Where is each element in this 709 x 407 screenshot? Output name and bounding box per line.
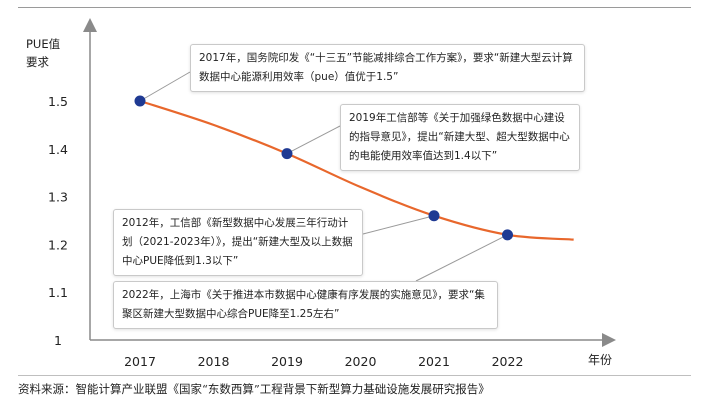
- y-axis-arrow: [83, 18, 97, 32]
- y-axis-label: PUE值要求: [26, 37, 61, 69]
- x-axis-label: 年份: [588, 353, 612, 367]
- connector-line: [415, 234, 508, 282]
- callout-2019: 2019年工信部等《关于加强绿色数据中心建设的指导意见》，提出“新建大型、超大型…: [340, 104, 580, 171]
- axes: [83, 18, 616, 347]
- x-tick-label: 2018: [198, 354, 230, 369]
- y-tick-label: 1.5: [48, 94, 68, 109]
- connector-line: [362, 215, 435, 235]
- y-tick-labels: 1 1.1 1.2 1.3 1.4 1.5: [48, 94, 68, 348]
- callout-2022: 2022年，上海市《关于推进本市数据中心健康有序发展的实施意见》，要求“集聚区新…: [113, 281, 498, 329]
- callout-2017: 2017年，国务院印发《“十三五”节能减排综合工作方案》，要求“新建大型云计算数…: [190, 44, 585, 92]
- source-note: 资料来源：智能计算产业联盟《国家“东数西算”工程背景下新型算力基础设施发展研究报…: [18, 382, 490, 396]
- top-rule: [18, 7, 691, 8]
- data-markers: [134, 95, 513, 241]
- x-tick-label: 2019: [271, 354, 303, 369]
- x-axis-arrow: [602, 333, 616, 347]
- x-tick-label: 2017: [124, 354, 156, 369]
- data-point: [281, 148, 293, 160]
- data-point: [502, 229, 513, 241]
- data-point: [428, 210, 440, 222]
- callout-2021: 2012年，工信部《新型数据中心发展三年行动计划（2021-2023年）》，提出…: [113, 209, 363, 276]
- data-point: [134, 95, 146, 107]
- y-tick-label: 1.1: [48, 285, 68, 300]
- x-tick-label: 2021: [418, 354, 450, 369]
- y-tick-label: 1.2: [48, 237, 68, 252]
- x-tick-label: 2022: [492, 354, 524, 369]
- connector-line: [286, 125, 341, 155]
- y-tick-label: 1: [54, 333, 62, 348]
- y-tick-label: 1.4: [48, 142, 68, 157]
- connector-line: [139, 71, 191, 102]
- bottom-rule: [18, 375, 691, 376]
- x-tick-labels: 2017 2018 2019 2020 2021 2022: [124, 354, 523, 369]
- y-tick-label: 1.3: [48, 190, 68, 205]
- y-axis-label-line: PUE值: [26, 37, 61, 51]
- callout-connectors: [139, 71, 508, 282]
- x-tick-label: 2020: [345, 354, 377, 369]
- y-axis-label-line: 要求: [26, 55, 49, 69]
